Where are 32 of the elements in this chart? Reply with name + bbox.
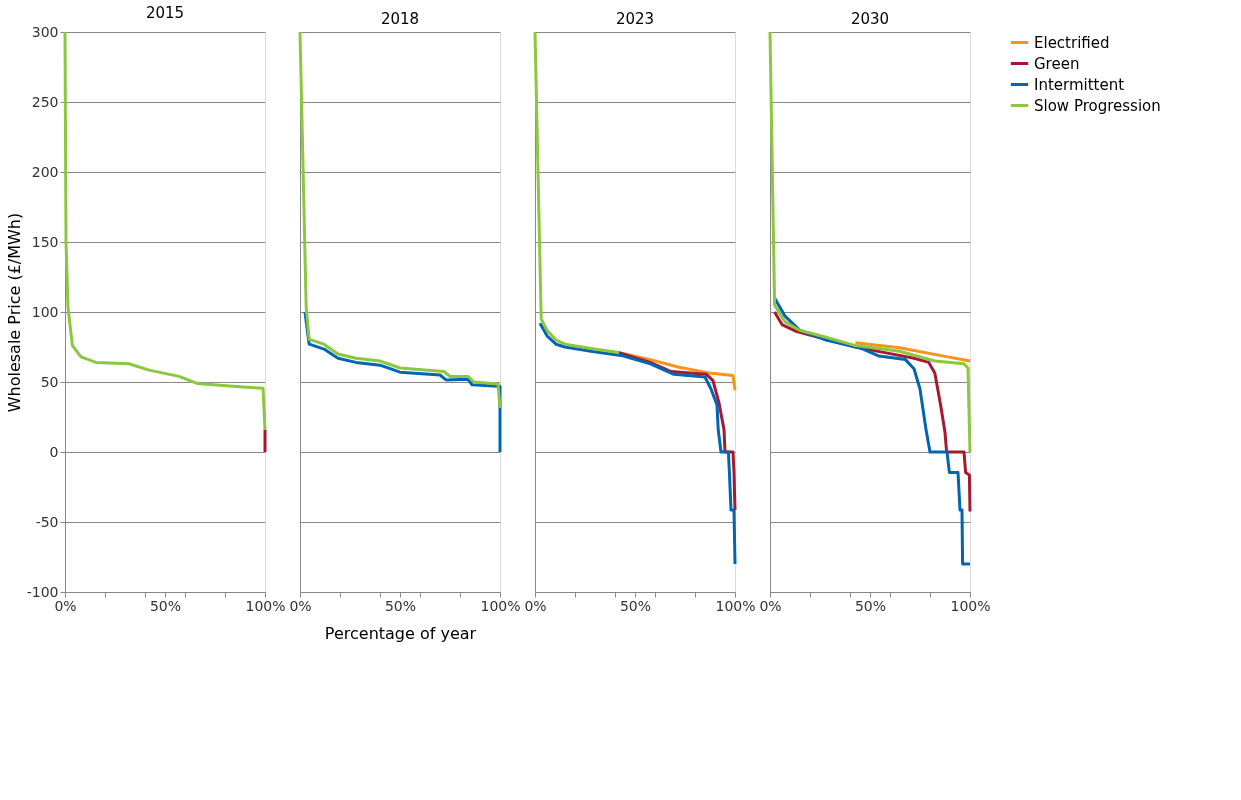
chart-title: 2030	[850, 9, 890, 28]
y-tick-label: 200	[31, 163, 59, 180]
y-tick-label: 0	[49, 443, 59, 460]
legend-label: Intermittent	[1034, 75, 1125, 94]
y-axis-title: Wholesale Price (£/MWh)	[4, 212, 24, 413]
x-tick-label: 0%	[54, 597, 77, 614]
x-tick-label: 50%	[149, 597, 182, 614]
y-tick-label: 100	[31, 303, 59, 320]
x-tick-label: 0%	[524, 597, 547, 614]
y-tick-label: 150	[31, 233, 59, 250]
y-tick-label: 250	[31, 93, 59, 110]
legend-label: Green	[1034, 54, 1080, 73]
line-series	[63, 30, 267, 432]
chart-title: 2023	[615, 9, 655, 28]
x-axis-title: Percentage of year	[324, 623, 477, 643]
x-tick-label: 100%	[245, 597, 286, 614]
chart-title: 2015	[145, 4, 185, 22]
chart-title: 2018	[380, 9, 420, 28]
y-tick-label: -50	[35, 513, 59, 530]
legend-label: Slow Progression	[1034, 96, 1161, 115]
x-tick-label: 0%	[289, 597, 312, 614]
x-tick-label: 100%	[950, 597, 991, 614]
x-tick-label: 100%	[715, 597, 756, 614]
y-tick-label: -100	[26, 583, 59, 600]
x-tick-label: 50%	[384, 597, 417, 614]
y-tick-label: 50	[40, 373, 59, 390]
x-tick-label: 100%	[480, 597, 521, 614]
legend-label: Electrified	[1034, 33, 1110, 52]
x-tick-label: 50%	[619, 597, 652, 614]
x-tick-label: 0%	[759, 597, 782, 614]
x-tick-label: 50%	[854, 597, 887, 614]
y-tick-label: 300	[31, 23, 59, 40]
